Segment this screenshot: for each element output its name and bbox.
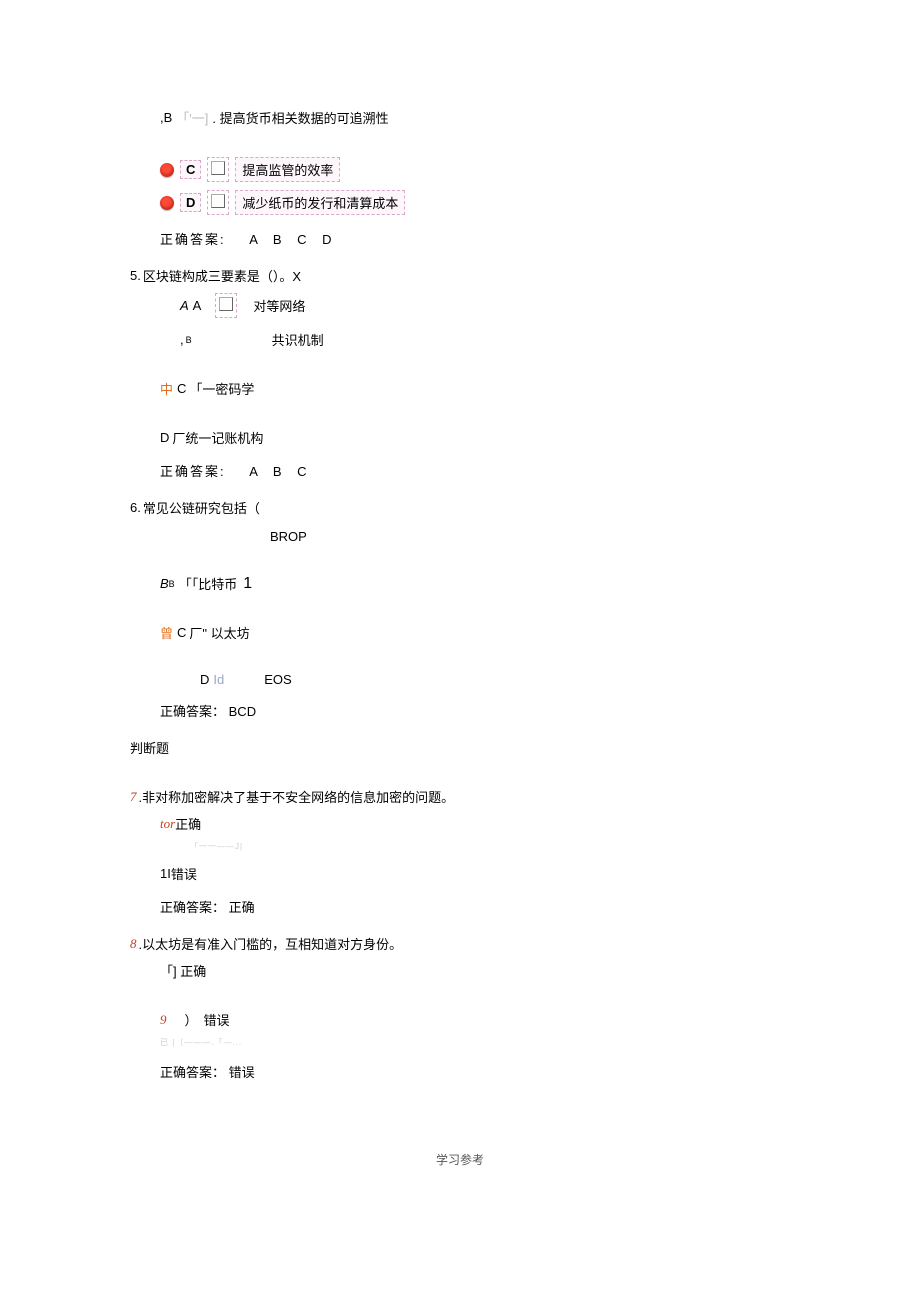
option-letter: A — [193, 298, 202, 313]
q6-answer: 正确答案： BCD — [160, 701, 790, 720]
question-text: 区块链构成三要素是（）。X — [143, 266, 301, 285]
option-text: EOS — [264, 672, 291, 687]
option-letter: C — [177, 625, 186, 640]
section-title: 判断题 — [130, 738, 169, 757]
option-letter: D — [200, 672, 209, 687]
option-prefix: 1I — [160, 866, 171, 881]
comma: , — [180, 332, 184, 347]
question-number: 5. — [130, 268, 141, 283]
option-text: 厂统一记账机构 — [172, 428, 263, 447]
answer-value: 错误 — [229, 1065, 255, 1080]
question-number: 8 — [130, 936, 137, 952]
q5-answer: 正确答案: A B C — [160, 461, 790, 480]
paren: ） — [185, 1010, 198, 1029]
answer-label: 正确答案： — [160, 704, 225, 719]
question-text: .以太坊是有准入门槛的，互相知道对方身份。 — [139, 934, 403, 953]
q7-stem: 7 .非对称加密解决了基于不安全网络的信息加密的问题。 — [130, 787, 790, 806]
option-prefix: 曾 — [160, 623, 173, 642]
q6-option-b: B B 「「比特币 1 — [160, 574, 790, 593]
q4-option-d[interactable]: D 减少纸币的发行和清算成本 — [160, 190, 790, 215]
answer-label: 正确答案: — [160, 232, 226, 247]
q8-answer: 正确答案： 错误 — [160, 1062, 790, 1081]
option-letter: C — [180, 160, 201, 179]
option-text: 共识机制 — [272, 330, 324, 349]
q4-option-b: , B 「'一] . 提高货币相关数据的可追溯性 — [160, 108, 790, 127]
option-text: 「] 正确 — [160, 961, 206, 980]
option-text: BROP — [270, 529, 307, 544]
q6-stem: 6. 常见公链研究包括（ — [130, 498, 790, 517]
option-letter: B — [186, 335, 192, 345]
option-letter: B — [169, 579, 175, 589]
option-letter: C — [177, 381, 186, 396]
bullet-icon — [160, 196, 174, 210]
option-text: 正确 — [175, 814, 201, 833]
option-prefix: B — [160, 576, 169, 591]
section-header-tf: 判断题 — [130, 738, 790, 757]
q5-stem: 5. 区块链构成三要素是（）。X — [130, 266, 790, 285]
answer-label: 正确答案： — [160, 1065, 225, 1080]
option-suffix: 1 — [243, 575, 252, 593]
option-letter: B — [164, 110, 173, 125]
question-number: 6. — [130, 500, 141, 515]
answer-value: 正确 — [229, 900, 255, 915]
decor-line: 已 |（―――.「―... — [160, 1037, 790, 1048]
q7-option-true: tor 正确 — [160, 814, 790, 833]
option-number: 9 — [160, 1012, 167, 1028]
q8-stem: 8 .以太坊是有准入门槛的，互相知道对方身份。 — [130, 934, 790, 953]
option-prefix: A — [180, 298, 189, 313]
option-prefix: 中 — [160, 379, 173, 398]
checkbox[interactable] — [207, 157, 229, 182]
q8-option-true: 「] 正确 — [160, 961, 790, 980]
page-root: , B 「'一] . 提高货币相关数据的可追溯性 C 提高监管的效率 D 减少纸… — [0, 0, 920, 1228]
option-text: 「「比特币 — [179, 574, 238, 593]
answer-label: 正确答案： — [160, 900, 225, 915]
bullet-icon — [160, 163, 174, 177]
q4-answer: 正确答案: A B C D — [160, 229, 790, 248]
q5-option-a[interactable]: A A 对等网络 — [180, 293, 790, 318]
q4-option-c[interactable]: C 提高监管的效率 — [160, 157, 790, 182]
page-footer: 学习参考 — [130, 1151, 790, 1168]
answer-value: A B C D — [249, 232, 337, 247]
q8-option-false: 9 ） 错误 — [160, 1010, 790, 1029]
bracket-decor: 「'一] — [176, 108, 208, 127]
question-number: 7 — [130, 789, 137, 805]
option-mid: Id — [213, 672, 224, 687]
option-text: 「一密码学 — [189, 379, 254, 398]
q7-answer: 正确答案： 正确 — [160, 897, 790, 916]
q6-option-a: BROP — [270, 529, 790, 544]
option-letter: D — [180, 193, 201, 212]
option-text: . 提高货币相关数据的可追溯性 — [212, 108, 388, 127]
option-text: 错误 — [171, 864, 197, 883]
decor-line: 「一一――J| — [190, 841, 790, 852]
checkbox[interactable] — [215, 293, 237, 318]
answer-value: BCD — [229, 704, 256, 719]
option-text: 对等网络 — [253, 296, 305, 315]
q7-option-false: 1I 错误 — [160, 864, 790, 883]
option-text: 减少纸币的发行和清算成本 — [235, 190, 405, 215]
q5-option-b: , B 共识机制 — [180, 330, 790, 349]
q6-option-d: D Id EOS — [200, 672, 790, 687]
option-letter: D — [160, 430, 169, 445]
q5-option-c: 中 C 「一密码学 — [160, 379, 790, 398]
question-text: .非对称加密解决了基于不安全网络的信息加密的问题。 — [139, 787, 455, 806]
q5-option-d: D 厂统一记账机构 — [160, 428, 790, 447]
answer-label: 正确答案: — [160, 464, 226, 479]
option-text: 错误 — [204, 1010, 230, 1029]
option-prefix: tor — [160, 816, 175, 832]
q6-option-c: 曾 C 厂" 以太坊 — [160, 623, 790, 642]
question-text: 常见公链研究包括（ — [143, 498, 260, 517]
answer-value: A B C — [249, 464, 312, 479]
option-text: 提高监管的效率 — [235, 157, 340, 182]
option-text: 厂" 以太坊 — [189, 623, 249, 642]
checkbox[interactable] — [207, 190, 229, 215]
